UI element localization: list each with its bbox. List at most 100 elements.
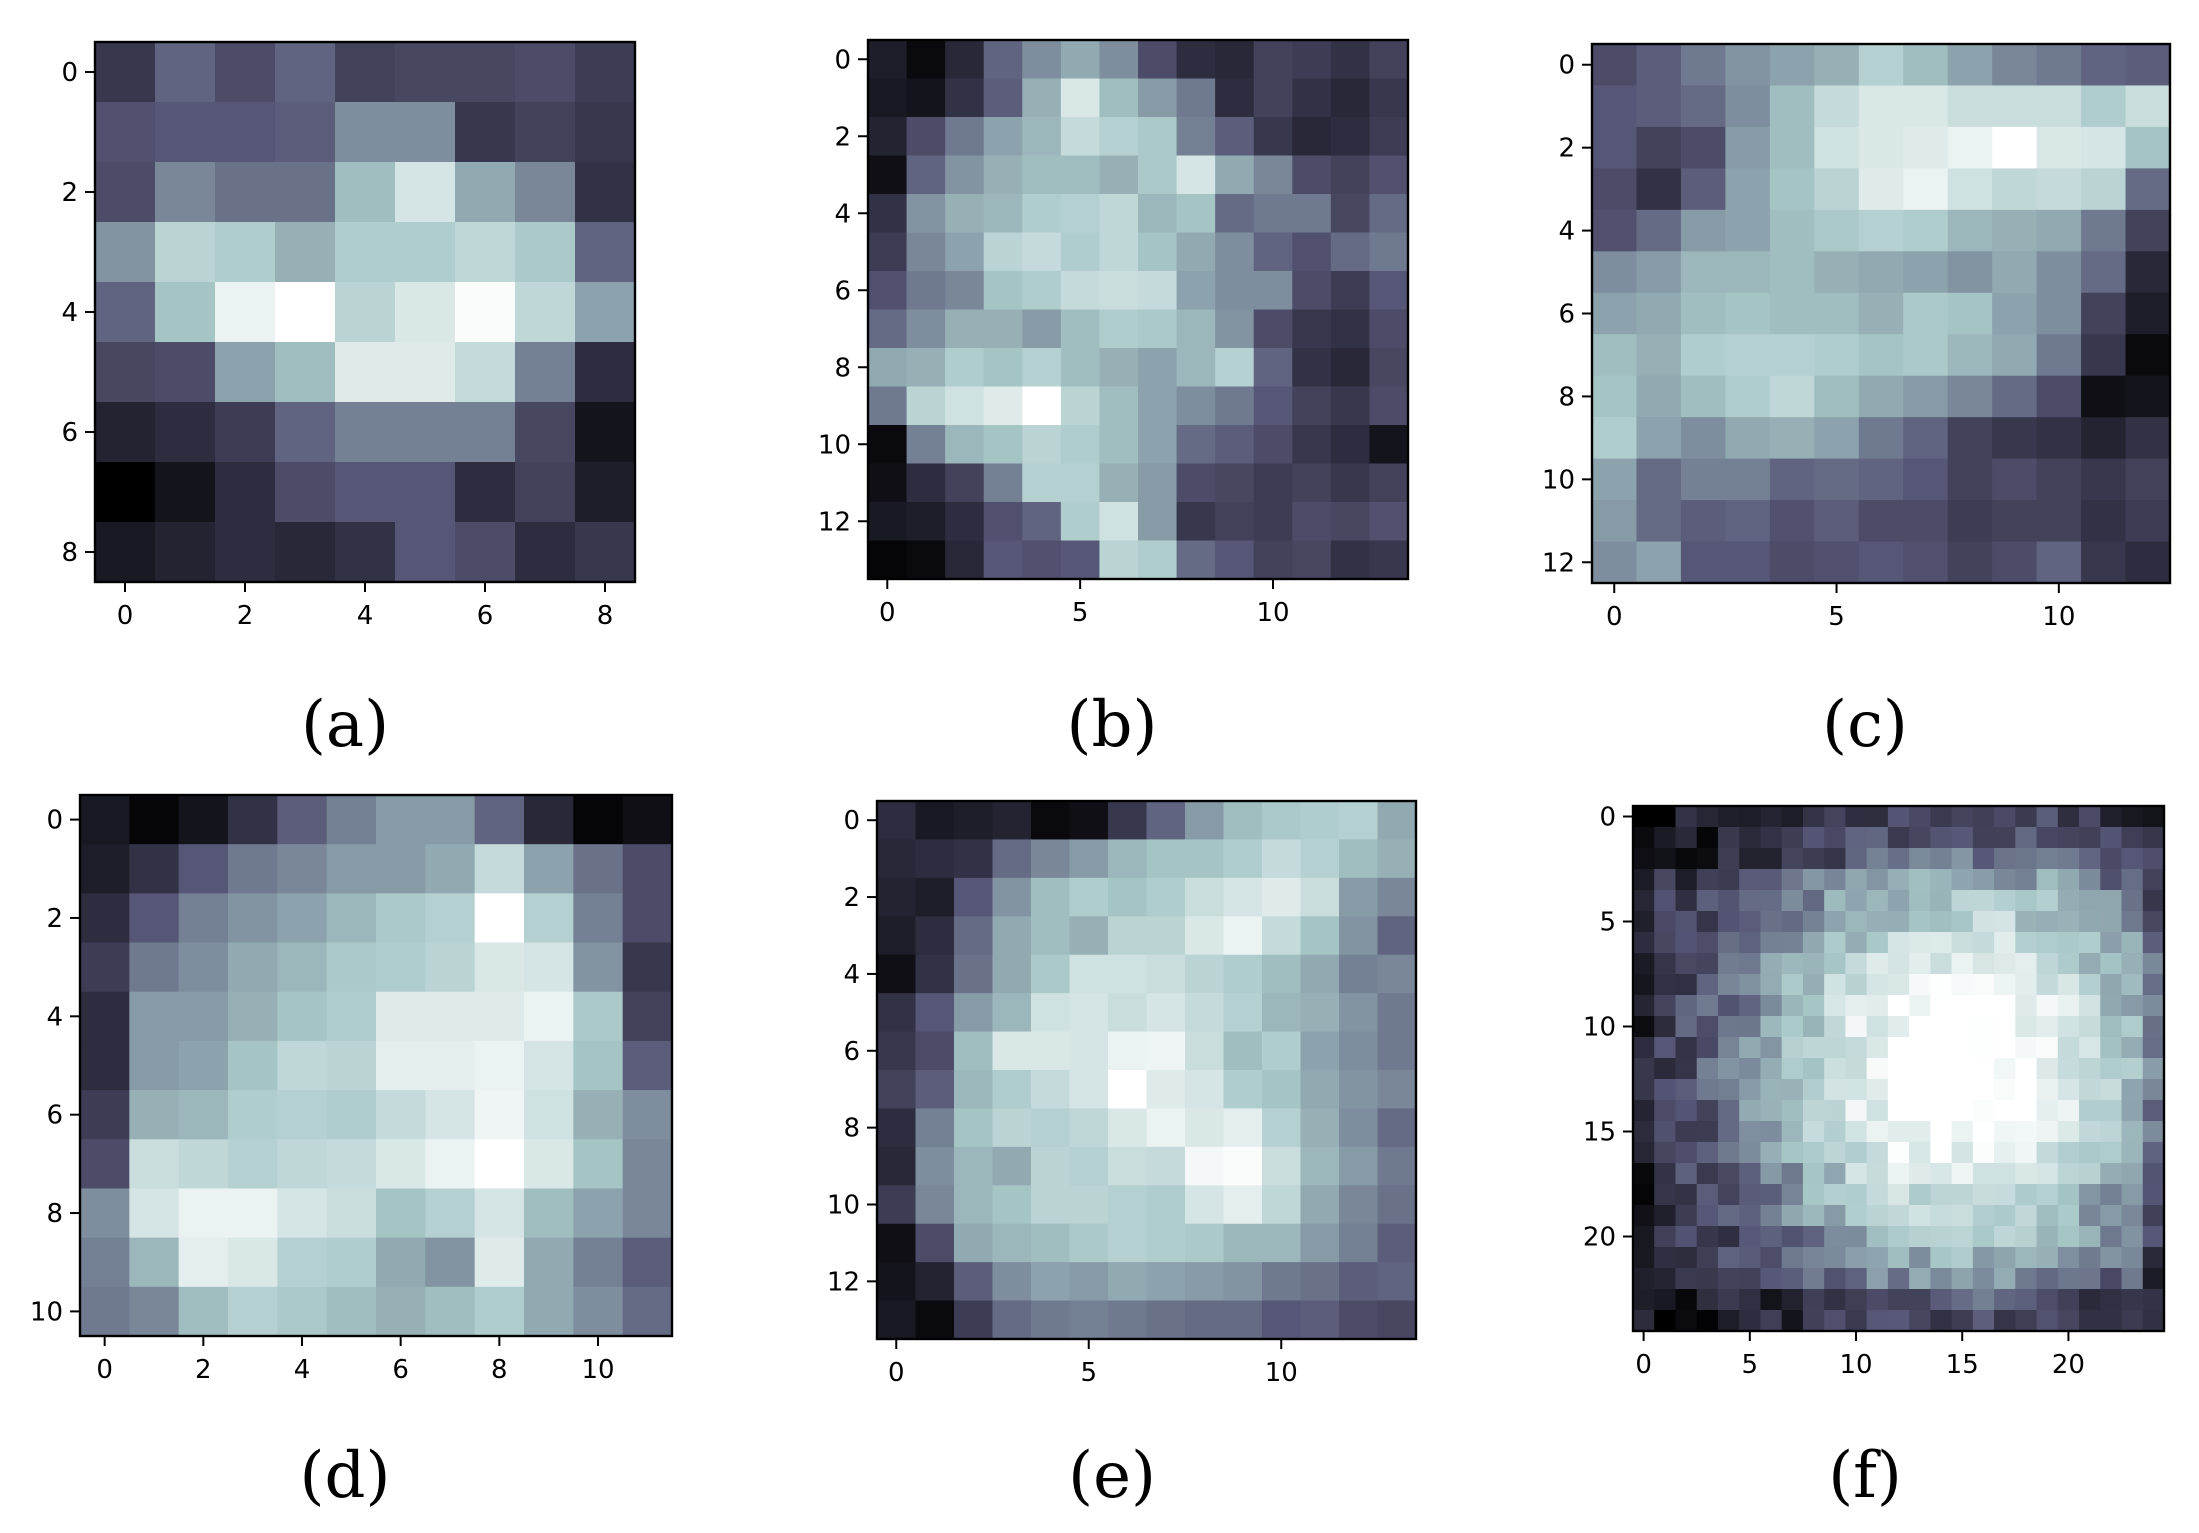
heatmap-cell [2057, 995, 2080, 1017]
heatmap-cell [129, 1040, 180, 1091]
heatmap-cell [2121, 1037, 2144, 1059]
heatmap-cell [1675, 953, 1698, 975]
heatmap-cell [1930, 1121, 1953, 1143]
heatmap-cell [1814, 251, 1860, 294]
heatmap-cell [1146, 1300, 1186, 1340]
heatmap-cell [1654, 1289, 1677, 1311]
heatmap-cell [2036, 869, 2059, 891]
heatmap-cell [425, 991, 476, 1042]
heatmap-cell [1760, 911, 1783, 933]
heatmap-cell [155, 282, 216, 343]
heatmap-cell [2121, 1058, 2144, 1080]
heatmap-cell [1845, 1121, 1868, 1143]
heatmap-cell [1680, 126, 1726, 169]
heatmap-cell [1802, 1016, 1825, 1038]
heatmap-cell [1696, 1037, 1719, 1059]
heatmap-cell [1138, 309, 1178, 349]
heatmap-cell [1824, 848, 1846, 870]
heatmap-cell [1994, 827, 2016, 849]
heatmap-cell [1108, 1223, 1148, 1263]
heatmap-cell [2079, 974, 2101, 996]
heatmap-cell [155, 402, 216, 463]
heatmap-cell [1930, 869, 1953, 891]
heatmap-cell [2142, 1100, 2165, 1122]
heatmap-cell [1845, 1079, 1868, 1101]
heatmap-cell [2015, 827, 2038, 849]
heatmap-cell [954, 1146, 994, 1186]
heatmap-cell [1675, 1163, 1698, 1185]
heatmap-cell [1377, 1031, 1417, 1071]
heatmap-cell [1866, 1226, 1889, 1248]
heatmap-cell [277, 1090, 328, 1140]
heatmap-cell [1739, 1268, 1762, 1290]
heatmap-cell [2015, 1247, 2038, 1269]
x-tick-label: 15 [1946, 1350, 1979, 1380]
heatmap-cell [1675, 1226, 1698, 1248]
heatmap-cell [2036, 334, 2082, 377]
heatmap-cell [622, 1090, 673, 1140]
heatmap-cell [376, 1188, 426, 1239]
heatmap-cell [335, 402, 396, 463]
heatmap-cell [1330, 232, 1371, 272]
heatmap-cell [1760, 974, 1783, 996]
heatmap-cell [1060, 309, 1101, 349]
heatmap-cell [2036, 995, 2059, 1017]
heatmap-cell [1994, 1121, 2016, 1143]
heatmap-cell [1930, 995, 1953, 1017]
heatmap-cell [129, 844, 180, 894]
heatmap-cell [1069, 993, 1109, 1033]
heatmap-cell [80, 991, 130, 1042]
heatmap-cell [1592, 375, 1638, 418]
heatmap-cell [1060, 348, 1101, 388]
heatmap-cell [155, 102, 216, 163]
heatmap-cell [1887, 974, 1910, 996]
heatmap-cell [1992, 417, 2038, 460]
heatmap-cell [2079, 1163, 2101, 1185]
heatmap-cell [2142, 848, 2165, 870]
heatmap-cell [1802, 1121, 1825, 1143]
heatmap-cell [2036, 292, 2082, 335]
heatmap-cell [1300, 1300, 1340, 1340]
heatmap-cell [1845, 953, 1868, 975]
heatmap-cell [1300, 1108, 1340, 1148]
heatmap-cell [1031, 1070, 1071, 1110]
heatmap-cell [1377, 1262, 1417, 1302]
heatmap-cell [2100, 869, 2123, 891]
heatmap-cell [1994, 974, 2016, 996]
heatmap-cell [1739, 827, 1762, 849]
heatmap-cell [2036, 541, 2082, 584]
heatmap-cell [228, 844, 278, 894]
heatmap-cell [1696, 911, 1719, 933]
heatmap-cell [1675, 1205, 1698, 1227]
heatmap-cell [277, 1237, 328, 1288]
heatmap-cell [1223, 1108, 1263, 1148]
heatmap-cell [1725, 209, 1771, 252]
heatmap-cell [1022, 232, 1062, 272]
heatmap-cell [1760, 1079, 1783, 1101]
heatmap-cell [1300, 954, 1340, 994]
heatmap-cell [1992, 126, 2038, 169]
heatmap-cell [178, 1040, 229, 1091]
heatmap-cell [1845, 995, 1868, 1017]
heatmap-cell [2015, 995, 2038, 1017]
x-tick-label: 10 [581, 1355, 614, 1385]
heatmap-cell [1994, 1289, 2016, 1311]
heatmap-cell [1108, 916, 1148, 956]
heatmap-cell [906, 78, 946, 118]
heatmap-cell [1330, 463, 1371, 503]
heatmap-cell [215, 462, 276, 523]
heatmap-cell [1930, 1268, 1953, 1290]
heatmap-cell [129, 991, 180, 1042]
heatmap-cell [1300, 916, 1340, 956]
heatmap-cell [1909, 1163, 1931, 1185]
heatmap-cell [155, 42, 216, 103]
heatmap-cell [2142, 932, 2165, 954]
heatmap-cell [1845, 1163, 1868, 1185]
heatmap-cell [573, 1286, 624, 1337]
heatmap-cell [1845, 1058, 1868, 1080]
heatmap-cell [1262, 1070, 1302, 1110]
heatmap-cell [1031, 1108, 1071, 1148]
heatmap-cell [1781, 1100, 1804, 1122]
y-tick-label: 6 [46, 1101, 63, 1131]
heatmap-cell [1680, 417, 1726, 460]
